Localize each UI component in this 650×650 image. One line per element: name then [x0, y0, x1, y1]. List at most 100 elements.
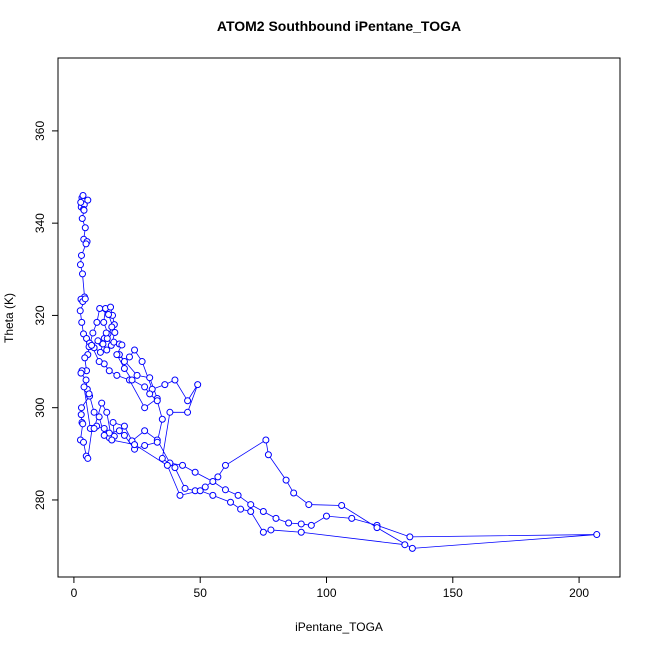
data-point — [290, 489, 298, 497]
data-point — [272, 514, 280, 522]
data-point — [76, 307, 84, 315]
data-point — [373, 524, 381, 532]
data-point — [161, 381, 169, 389]
data-point — [82, 240, 90, 248]
data-point — [105, 311, 113, 319]
data-point — [95, 358, 103, 366]
data-point — [194, 381, 202, 389]
data-point — [115, 427, 123, 435]
y-tick-label: 340 — [33, 213, 47, 233]
data-point — [171, 376, 179, 384]
data-point — [234, 491, 242, 499]
data-point — [267, 526, 275, 534]
data-point — [163, 461, 171, 469]
data-point — [153, 438, 161, 446]
data-point — [282, 476, 290, 484]
data-point — [109, 418, 117, 426]
data-point — [338, 501, 346, 509]
data-point — [96, 348, 104, 356]
y-tick-label: 280 — [33, 490, 47, 510]
data-point — [81, 354, 89, 362]
data-point — [90, 408, 98, 416]
x-tick-label: 150 — [443, 586, 463, 600]
data-point — [209, 491, 217, 499]
data-point — [176, 491, 184, 499]
data-point — [78, 215, 86, 223]
data-point — [131, 346, 139, 354]
data-point — [105, 367, 113, 375]
data-point — [227, 498, 235, 506]
data-point — [76, 261, 84, 269]
data-point — [221, 461, 229, 469]
data-point — [408, 544, 416, 552]
data-point — [259, 507, 267, 515]
data-point — [108, 436, 116, 444]
data-point — [191, 468, 199, 476]
x-tick-label: 100 — [316, 586, 336, 600]
data-point — [184, 397, 192, 405]
data-point — [82, 376, 90, 384]
data-point — [120, 431, 128, 439]
data-point — [131, 441, 139, 449]
data-point — [79, 191, 87, 199]
data-point — [158, 454, 166, 462]
data-point — [77, 369, 85, 377]
data-point — [77, 411, 85, 419]
data-point — [322, 512, 330, 520]
data-point — [103, 334, 111, 342]
data-point — [113, 371, 121, 379]
data-point — [237, 505, 245, 513]
data-point — [138, 358, 146, 366]
data-point — [111, 328, 119, 336]
data-point — [128, 376, 136, 384]
data-point — [77, 404, 85, 412]
x-tick-label: 0 — [71, 586, 78, 600]
data-point — [184, 408, 192, 416]
data-point — [77, 251, 85, 259]
data-point — [96, 305, 104, 313]
x-tick-label: 50 — [194, 586, 208, 600]
data-point — [84, 454, 92, 462]
data-point — [99, 340, 107, 348]
data-point — [285, 519, 293, 527]
data-point — [89, 329, 97, 337]
chart-title: ATOM2 Southbound iPentane_TOGA — [217, 18, 461, 34]
x-axis-label: iPentane_TOGA — [295, 620, 383, 634]
data-point — [77, 198, 85, 206]
data-point — [146, 374, 154, 382]
data-point — [141, 442, 149, 450]
y-tick-label: 360 — [33, 121, 47, 141]
data-point — [179, 461, 187, 469]
data-point — [120, 358, 128, 366]
data-point — [141, 427, 149, 435]
data-point — [214, 473, 222, 481]
data-point — [171, 464, 179, 472]
data-point — [80, 206, 88, 214]
x-tick-label: 200 — [569, 586, 589, 600]
data-point — [80, 383, 88, 391]
data-point — [297, 520, 305, 528]
data-point — [81, 224, 89, 232]
data-point — [95, 413, 103, 421]
data-point — [81, 295, 89, 303]
data-point — [146, 390, 154, 398]
data-point — [113, 351, 121, 359]
data-point — [196, 487, 204, 495]
data-point — [108, 323, 116, 331]
data-point — [94, 337, 102, 345]
data-point — [84, 196, 92, 204]
data-point — [401, 541, 409, 549]
data-point — [247, 501, 255, 509]
data-point — [78, 318, 86, 326]
data-point — [406, 533, 414, 541]
data-point — [85, 390, 93, 398]
data-point — [93, 318, 101, 326]
data-point — [348, 514, 356, 522]
data-point — [103, 346, 111, 354]
y-tick-label: 300 — [33, 397, 47, 417]
data-point — [88, 341, 96, 349]
data-point — [80, 438, 88, 446]
data-point — [158, 415, 166, 423]
data-point — [593, 531, 601, 539]
